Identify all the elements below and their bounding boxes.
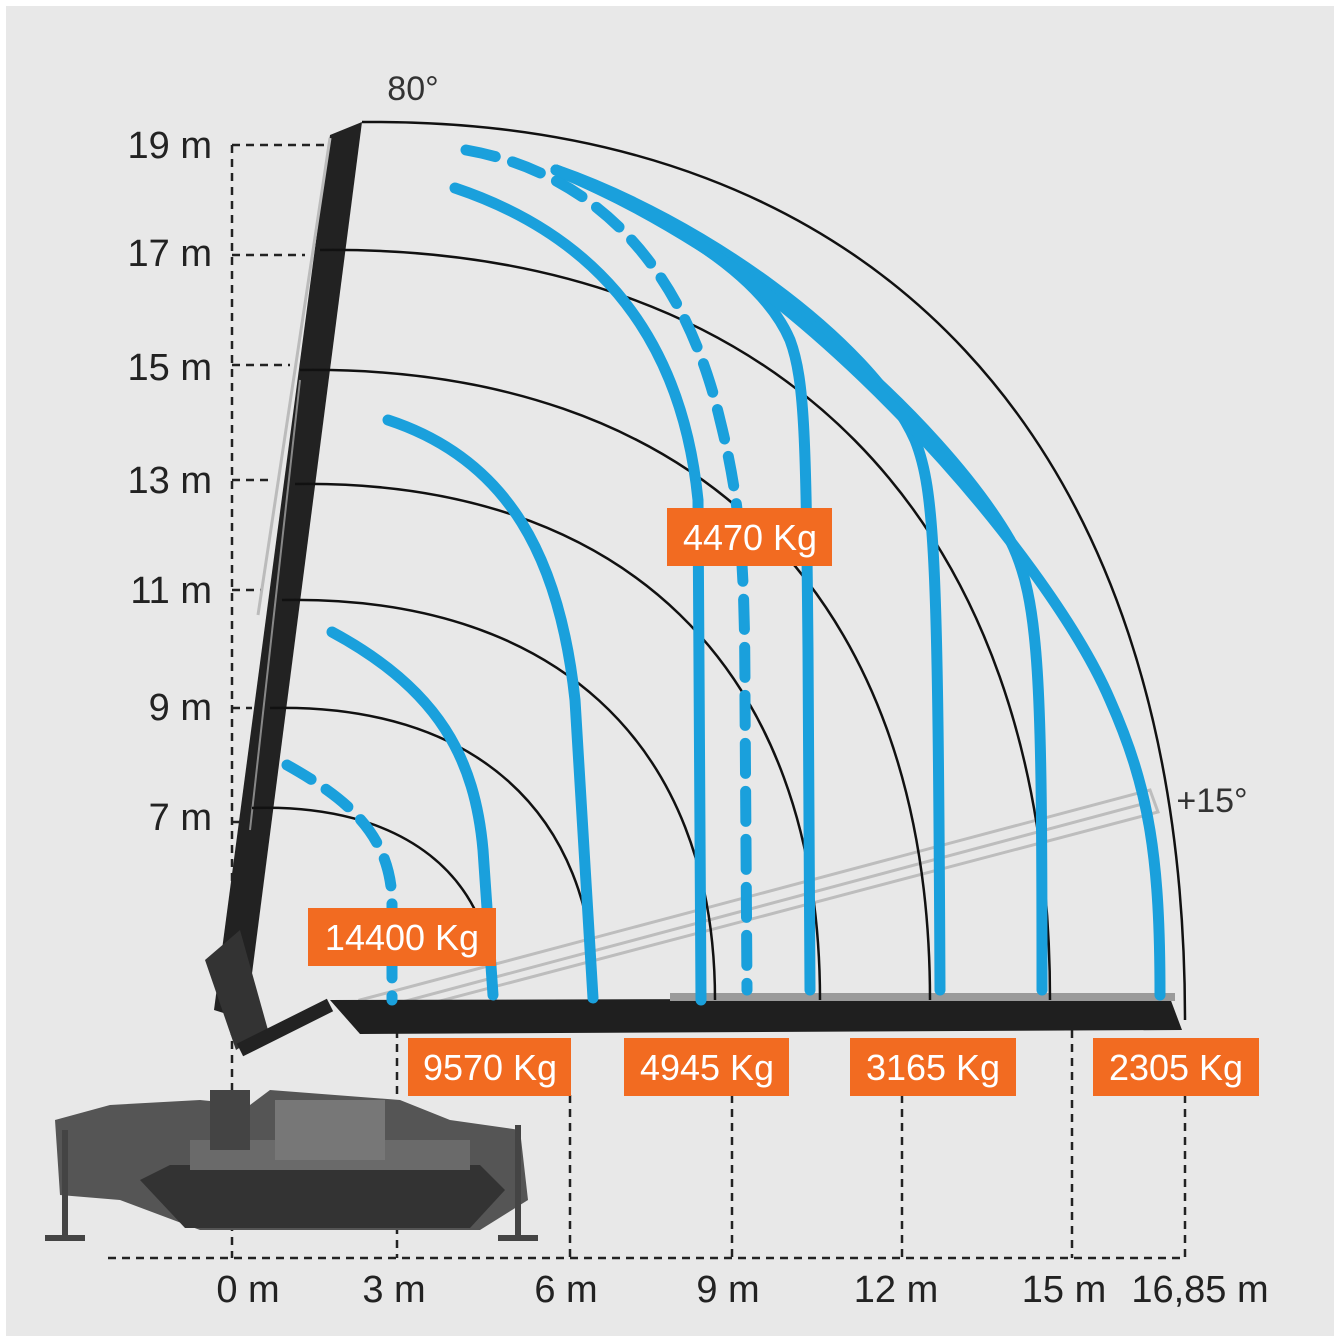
svg-text:2305 Kg: 2305 Kg: [1109, 1047, 1243, 1088]
load-badge-9570: 9570 Kg: [408, 1038, 571, 1096]
angle-label-15: +15°: [1176, 782, 1247, 820]
y-label-15: 15 m: [128, 347, 212, 389]
x-label-12: 12 m: [854, 1269, 938, 1311]
svg-text:4470 Kg: 4470 Kg: [683, 517, 817, 558]
y-label-9: 9 m: [149, 687, 212, 729]
crane-carrier: [45, 1090, 538, 1238]
x-label-9: 9 m: [696, 1269, 759, 1311]
load-curve-2305: [556, 170, 1160, 995]
x-label-15: 15 m: [1022, 1269, 1106, 1311]
x-label-6: 6 m: [534, 1269, 597, 1311]
y-label-13: 13 m: [128, 460, 212, 502]
svg-text:3165 Kg: 3165 Kg: [866, 1047, 1000, 1088]
load-curves: [287, 150, 1160, 1000]
load-badge-14400: 14400 Kg: [308, 908, 496, 966]
x-label-16-85: 16,85 m: [1131, 1269, 1268, 1311]
load-curve-4945: [455, 188, 701, 1000]
svg-text:14400 Kg: 14400 Kg: [325, 917, 479, 958]
y-label-17: 17 m: [128, 233, 212, 275]
y-label-7: 7 m: [149, 797, 212, 839]
angle-label-80: 80°: [387, 70, 438, 108]
load-badge-3165: 3165 Kg: [850, 1038, 1016, 1096]
load-curve-3165-b: [556, 170, 1042, 990]
load-badge-4945: 4945 Kg: [624, 1038, 789, 1096]
y-label-11: 11 m: [130, 570, 212, 612]
svg-text:9570 Kg: 9570 Kg: [423, 1047, 557, 1088]
svg-text:4945 Kg: 4945 Kg: [640, 1047, 774, 1088]
load-badge-2305: 2305 Kg: [1093, 1038, 1259, 1096]
y-label-19: 19 m: [128, 125, 212, 167]
load-badge-4470: 4470 Kg: [667, 508, 832, 566]
x-label-3: 3 m: [362, 1269, 425, 1311]
x-label-0: 0 m: [216, 1269, 279, 1311]
